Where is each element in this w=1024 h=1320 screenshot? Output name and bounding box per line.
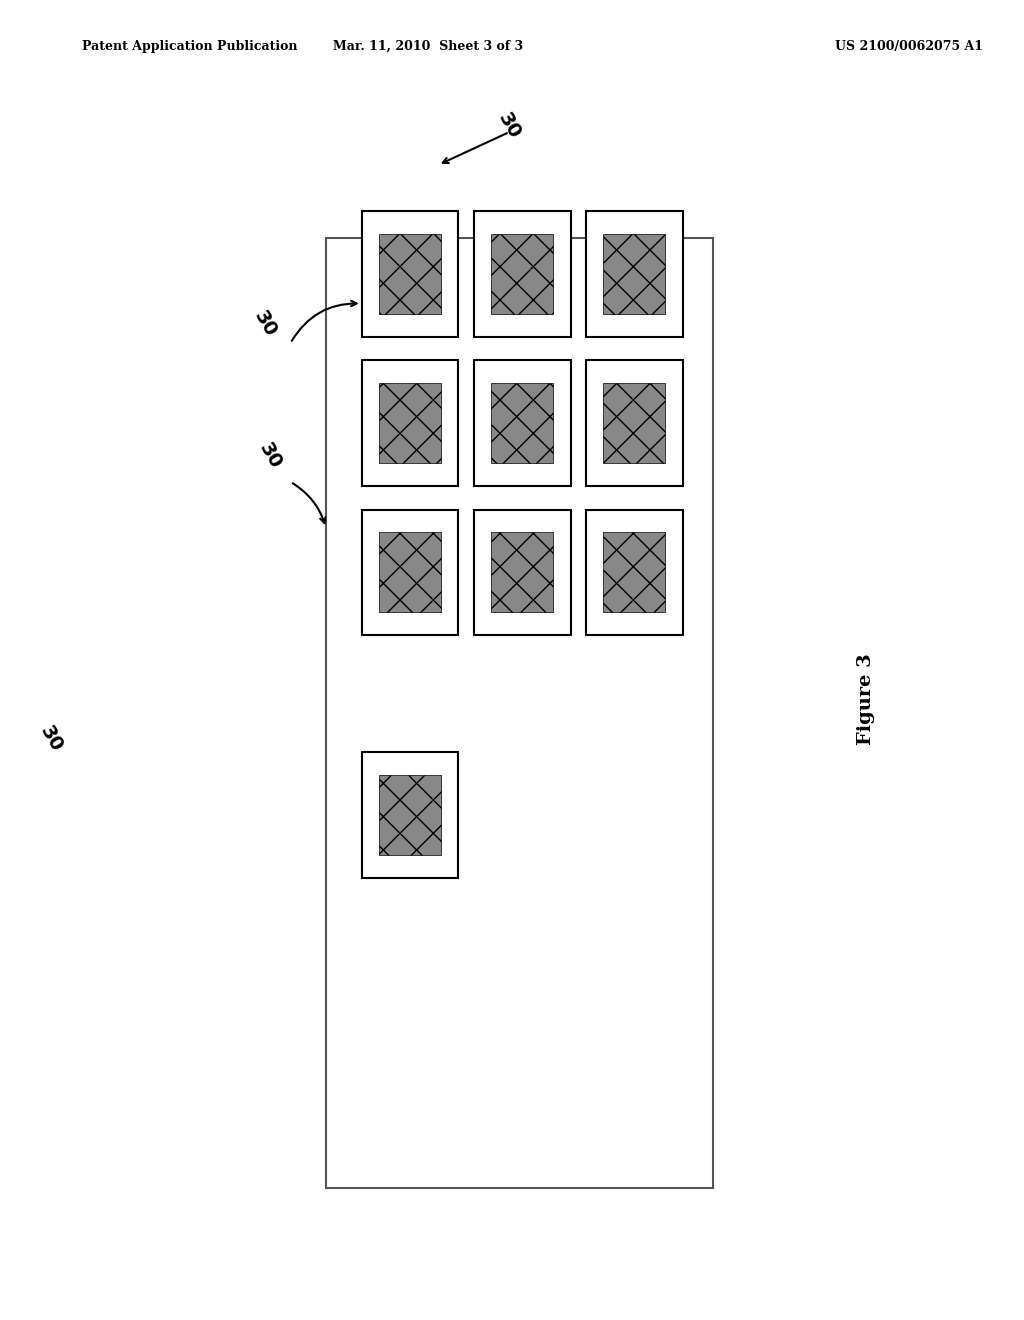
Bar — [474, 211, 570, 337]
Bar — [603, 532, 666, 612]
Bar — [492, 383, 553, 463]
Bar — [361, 510, 459, 635]
Bar — [379, 383, 441, 463]
Bar — [474, 360, 570, 486]
Bar — [361, 360, 459, 486]
Bar — [603, 383, 666, 463]
Bar — [586, 360, 683, 486]
Text: Mar. 11, 2010  Sheet 3 of 3: Mar. 11, 2010 Sheet 3 of 3 — [333, 40, 523, 53]
Text: Patent Application Publication: Patent Application Publication — [82, 40, 297, 53]
Text: US 2100/0062075 A1: US 2100/0062075 A1 — [836, 40, 983, 53]
Text: 30: 30 — [495, 110, 524, 141]
Bar — [586, 510, 683, 635]
Bar — [379, 532, 441, 612]
Text: 30: 30 — [250, 308, 280, 339]
Bar — [586, 211, 683, 337]
Text: 30: 30 — [36, 723, 66, 755]
Bar — [474, 510, 570, 635]
Bar — [361, 752, 459, 878]
Bar — [492, 234, 553, 314]
Bar — [361, 211, 459, 337]
Text: Figure 3: Figure 3 — [857, 653, 876, 746]
Bar — [492, 532, 553, 612]
Bar — [603, 234, 666, 314]
Bar — [379, 775, 441, 855]
Bar — [379, 234, 441, 314]
Text: 30: 30 — [255, 440, 285, 471]
Bar — [326, 238, 713, 1188]
